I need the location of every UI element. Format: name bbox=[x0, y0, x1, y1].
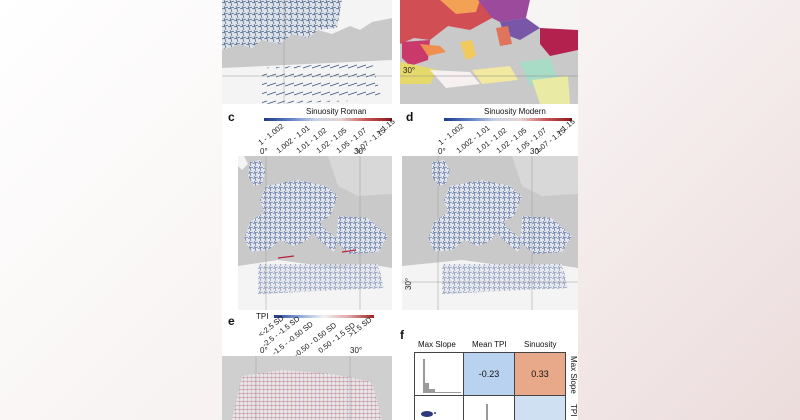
map-d-lon30-label: 30° bbox=[530, 147, 543, 156]
map-c-lon30-label: 30° bbox=[354, 147, 367, 156]
map-c-svg bbox=[238, 156, 392, 310]
map-c-lon0-label: 0° bbox=[260, 147, 268, 156]
panel-f-label: f bbox=[400, 328, 404, 342]
matrix-header-max-slope: Max Slope bbox=[418, 340, 456, 349]
paper-figure: 30° c Sinuosity Roman d Sinuosity Modern… bbox=[222, 0, 578, 420]
matrix-header-sinuosity: Sinuosity bbox=[524, 340, 557, 349]
map-d-svg bbox=[402, 156, 578, 310]
panel-e-legend-title: TPI bbox=[256, 312, 269, 321]
panel-c-legend-title: Sinuosity Roman bbox=[306, 107, 367, 116]
matrix-cell-maxslope-sinuosity: 0.33 bbox=[514, 352, 566, 396]
map-b-lat30-label: 30° bbox=[403, 66, 416, 75]
panel-c-legend-bar bbox=[264, 118, 392, 121]
panel-d-legend-title: Sinuosity Modern bbox=[484, 107, 546, 116]
panel-e-legend-bar bbox=[274, 315, 374, 318]
histogram-max-slope bbox=[423, 359, 461, 393]
map-e-svg bbox=[232, 356, 382, 420]
panel-d-label: d bbox=[406, 110, 414, 124]
map-panel-b: 30° bbox=[400, 0, 578, 104]
map-b-svg bbox=[400, 0, 578, 104]
correlation-value: -0.23 bbox=[478, 369, 500, 379]
matrix-cell-histogram-tpi bbox=[463, 395, 515, 420]
map-e-lon30-label: 30° bbox=[350, 346, 363, 355]
matrix-row-label-max-slope: Max Slope bbox=[569, 356, 578, 394]
map-d-lat30-label: 30° bbox=[404, 277, 413, 290]
map-e-lon0-label: 0° bbox=[260, 346, 268, 355]
map-panel-d: 30° bbox=[402, 156, 578, 310]
matrix-row-label-tpi: TPI bbox=[569, 404, 578, 417]
scatter-tpi-slope bbox=[421, 411, 436, 417]
panel-c-label: c bbox=[228, 110, 235, 124]
histogram-tpi bbox=[486, 404, 488, 420]
map-a-svg bbox=[222, 0, 392, 104]
panel-e-label: e bbox=[228, 314, 235, 328]
map-panel-a bbox=[222, 0, 392, 104]
matrix-cell-maxslope-meantpi: -0.23 bbox=[463, 352, 515, 396]
matrix-cell-tpi-sinuosity bbox=[514, 395, 566, 420]
map-d-lon0-label: 0° bbox=[438, 147, 446, 156]
matrix-header-mean-tpi: Mean TPI bbox=[472, 340, 507, 349]
panel-e-tick: >1.5 SD bbox=[346, 315, 374, 339]
map-panel-c bbox=[238, 156, 392, 310]
matrix-cell-histogram-max-slope bbox=[414, 352, 464, 396]
matrix-cell-scatter bbox=[414, 395, 464, 420]
correlation-value: 0.33 bbox=[531, 369, 549, 379]
panel-d-legend-bar bbox=[444, 118, 572, 121]
map-panel-e bbox=[222, 356, 392, 420]
